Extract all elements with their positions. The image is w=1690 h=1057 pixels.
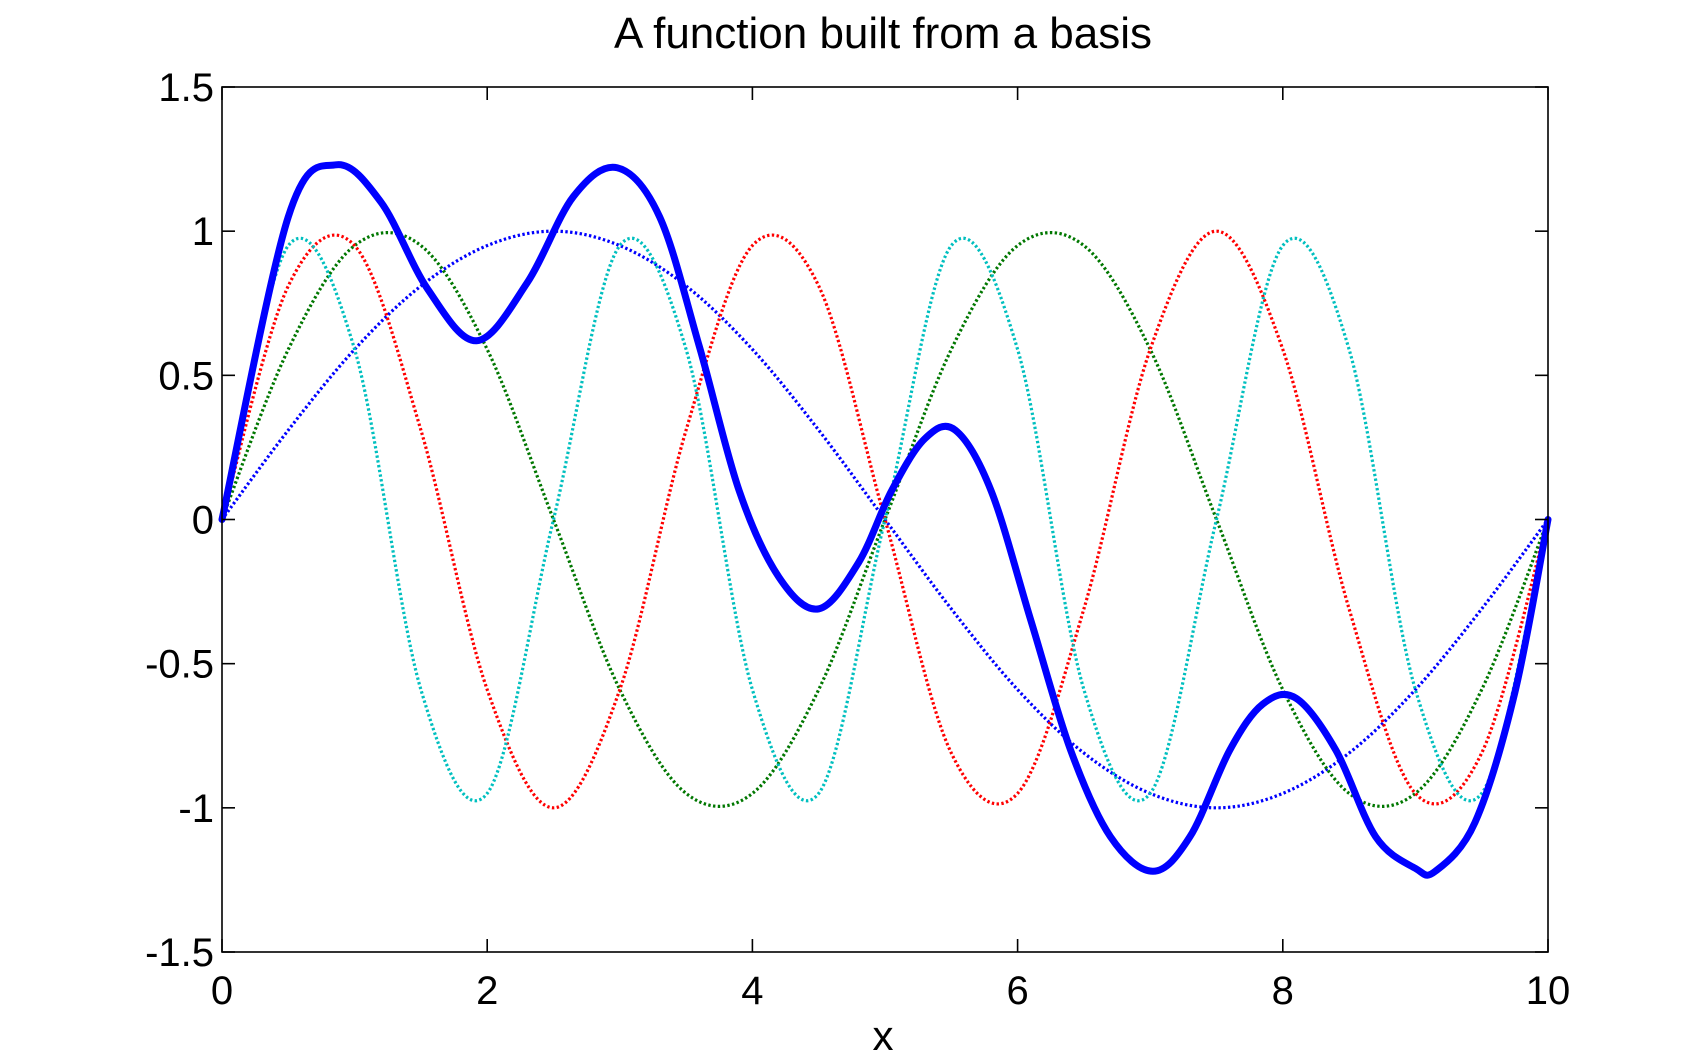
y-tick-label: 1.5 — [158, 66, 214, 110]
x-tick-label: 0 — [211, 969, 233, 1013]
x-axis-label: x — [873, 1012, 894, 1057]
series-line-composite — [218, 161, 1552, 879]
axes: 0 2 4 6 8 10 1.5 1 0.5 0 -0.5 -1 -1.5 — [145, 66, 1570, 1013]
x-tick-label: 8 — [1272, 969, 1294, 1013]
y-tick-label: -1 — [178, 787, 214, 831]
plot-lines — [218, 161, 1552, 879]
y-tick-label: -1.5 — [145, 931, 214, 975]
chart-title: A function built from a basis — [614, 9, 1152, 58]
series-line-basis-4 — [220, 236, 1550, 803]
x-tick-label: 4 — [741, 969, 763, 1013]
y-tick-label: 0.5 — [158, 354, 214, 398]
x-tick-label: 10 — [1526, 969, 1571, 1013]
y-tick-label: 1 — [192, 210, 214, 254]
y-tick-label: -0.5 — [145, 643, 214, 687]
x-tick-label: 2 — [476, 969, 498, 1013]
y-tick-label: 0 — [192, 499, 214, 543]
x-tick-label: 6 — [1006, 969, 1028, 1013]
series-line-basis-3 — [220, 229, 1550, 810]
